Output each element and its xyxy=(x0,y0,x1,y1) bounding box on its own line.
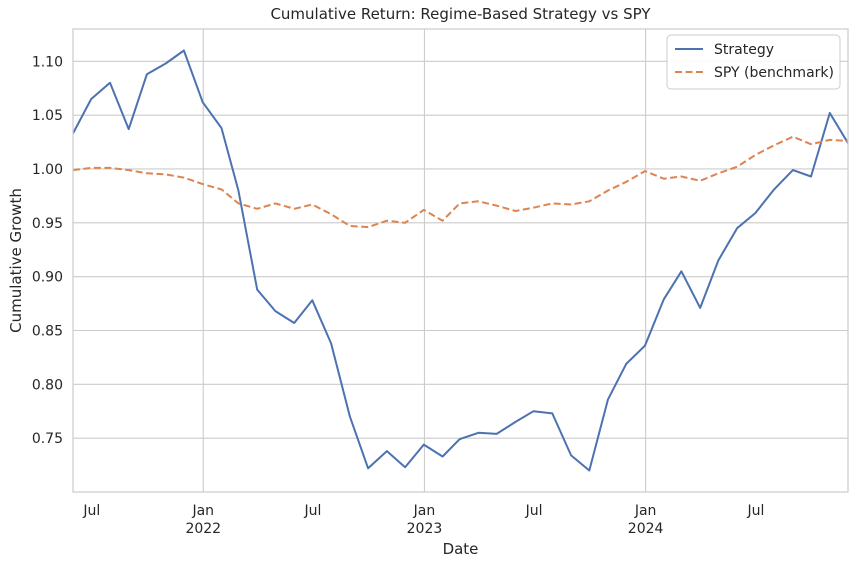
grid-layer xyxy=(73,29,848,492)
legend-box xyxy=(666,34,841,90)
spy-benchmark-series-line xyxy=(73,135,848,229)
strategy-series-line xyxy=(73,49,848,472)
legend-label: SPY (benchmark) xyxy=(714,65,834,81)
y-tick-label: 0.85 xyxy=(32,323,63,339)
x-tick-label: Jan xyxy=(634,503,657,519)
x-tick-label: Jul xyxy=(746,503,764,519)
legend: Strategy SPY (benchmark) xyxy=(666,34,841,90)
tick-layer: 0.75 0.80 0.85 0.90 0.95 1.00 1.05 1.10 Jul Jan 20… xyxy=(32,54,765,537)
x-tick-year-label: 2023 xyxy=(407,521,443,537)
x-tick-label: Jul xyxy=(82,503,100,519)
x-tick-label: Jan xyxy=(191,503,214,519)
x-tick-label: Jul xyxy=(303,503,321,519)
y-tick-label: 1.00 xyxy=(32,162,63,178)
y-tick-label: 0.95 xyxy=(32,216,63,232)
chart-title: Cumulative Return: Regime-Based Strategy… xyxy=(270,5,651,23)
series-layer xyxy=(73,49,848,472)
legend-label: Strategy xyxy=(714,42,774,58)
plot-frame xyxy=(72,28,849,493)
x-tick-year-label: 2022 xyxy=(185,521,221,537)
y-tick-label: 0.90 xyxy=(32,270,63,286)
x-tick-year-label: 2024 xyxy=(628,521,664,537)
y-tick-label: 0.80 xyxy=(32,377,63,393)
y-tick-label: 1.10 xyxy=(32,54,63,70)
x-axis-label: Date xyxy=(443,540,479,558)
x-tick-label: Jan xyxy=(413,503,436,519)
y-axis-label: Cumulative Growth xyxy=(7,188,25,333)
y-tick-label: 1.05 xyxy=(32,108,63,124)
x-tick-label: Jul xyxy=(525,503,543,519)
y-tick-label: 0.75 xyxy=(32,431,63,447)
